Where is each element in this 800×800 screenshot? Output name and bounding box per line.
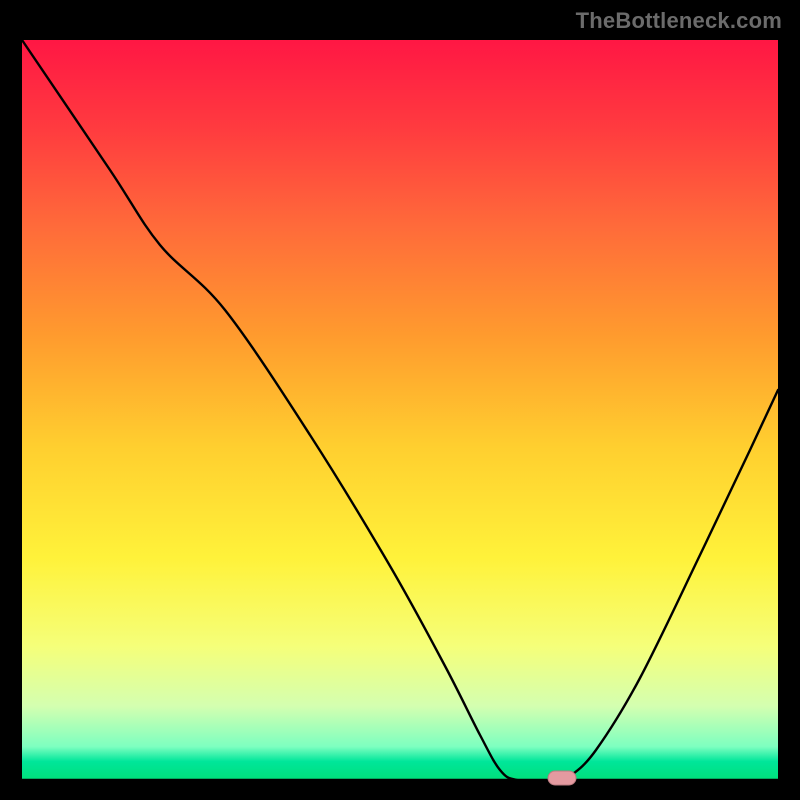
watermark-text: TheBottleneck.com xyxy=(576,8,782,34)
chart-root: TheBottleneck.com xyxy=(0,0,800,800)
bottleneck-chart xyxy=(0,0,800,800)
plot-area xyxy=(22,40,778,780)
optimal-marker xyxy=(548,771,576,785)
